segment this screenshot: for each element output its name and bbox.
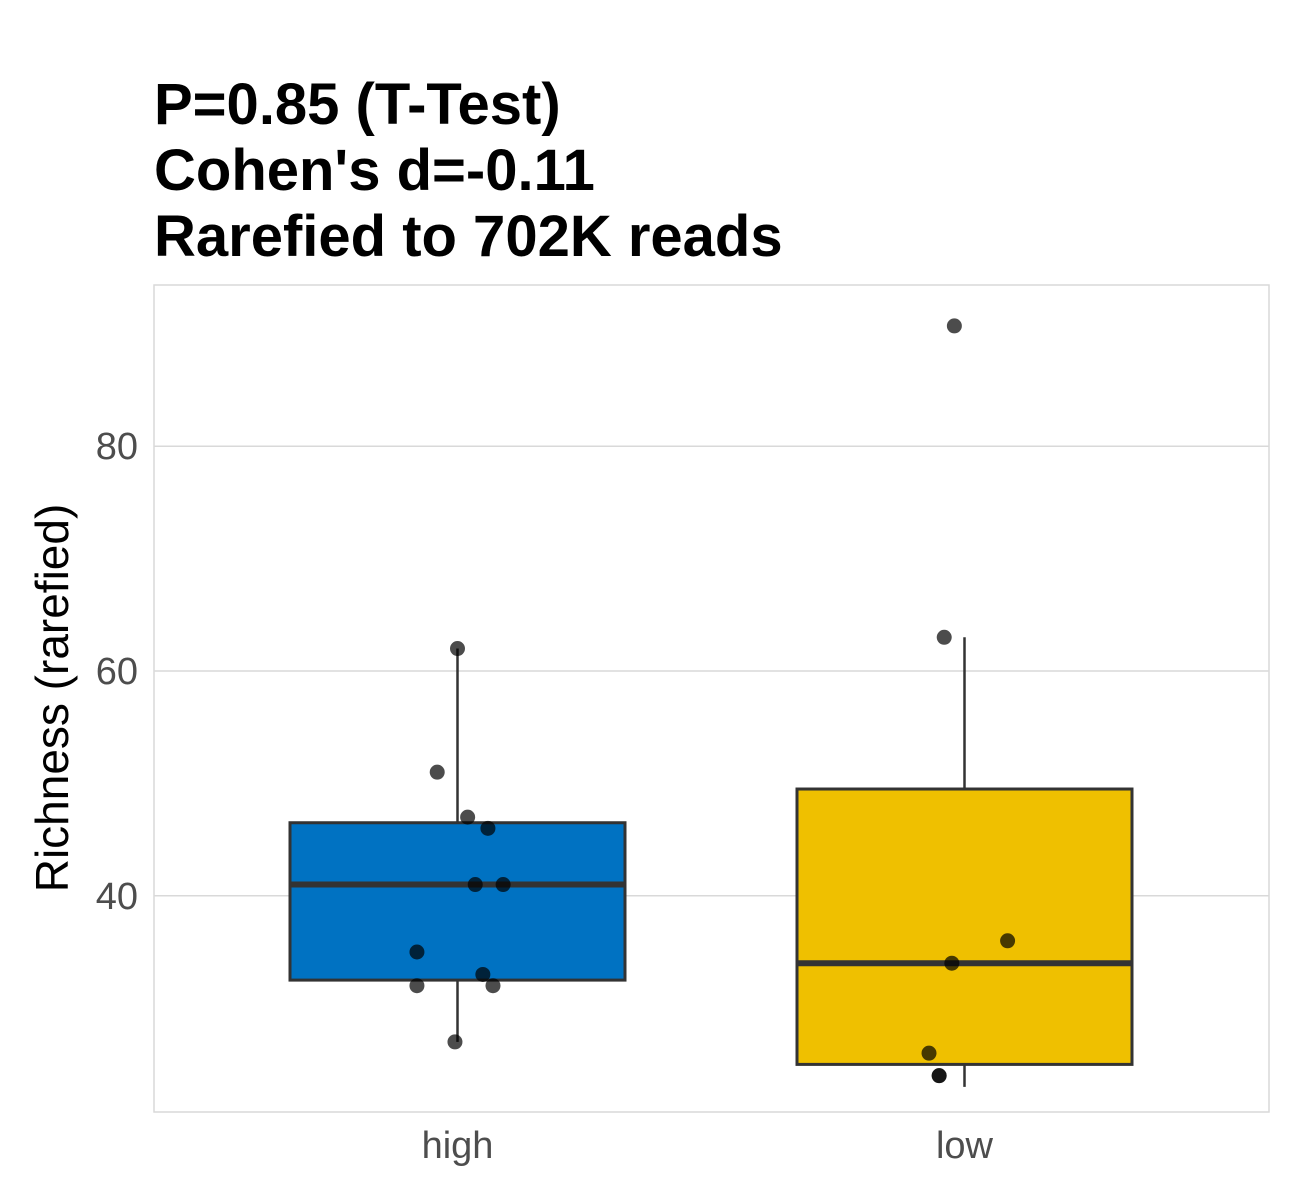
point-high-4 <box>467 877 483 893</box>
point-high-8 <box>409 978 425 994</box>
title-line-3: Rarefied to 702K reads <box>154 204 783 269</box>
boxes <box>288 637 1134 1087</box>
point-low-3 <box>944 955 960 971</box>
y-tick-label-40: 40 <box>96 876 138 918</box>
data-points <box>409 318 1016 1084</box>
point-high-10 <box>447 1034 463 1050</box>
point-high-1 <box>429 764 445 780</box>
y-axis-title: Richness (rarefied) <box>26 504 78 893</box>
chart-title: P=0.85 (T-Test) Cohen's d=-0.11 Rarefied… <box>154 72 783 270</box>
box-body-low <box>795 787 1134 1066</box>
point-low-1 <box>936 629 952 645</box>
title-line-2: Cohen's d=-0.11 <box>154 138 595 203</box>
y-axis-ticks: 40 60 80 <box>96 426 138 918</box>
y-tick-label-80: 80 <box>96 426 138 468</box>
point-high-0 <box>450 641 465 657</box>
point-high-3 <box>480 820 496 836</box>
x-tick-label-low: low <box>936 1125 994 1167</box>
point-high-7 <box>475 966 491 982</box>
box-body-high <box>288 821 627 982</box>
box-low <box>795 637 1134 1087</box>
point-low-6 <box>931 1068 947 1084</box>
point-high-6 <box>409 944 425 960</box>
y-tick-label-60: 60 <box>96 651 138 693</box>
x-axis-ticks: high low <box>422 1125 994 1167</box>
box-high <box>288 648 627 1042</box>
x-tick-label-high: high <box>422 1125 494 1167</box>
point-high-5 <box>495 877 511 893</box>
title-line-1: P=0.85 (T-Test) <box>154 72 561 137</box>
point-low-4 <box>921 1045 937 1061</box>
point-high-2 <box>460 809 476 825</box>
point-low-2 <box>1000 933 1016 949</box>
point-low-0 <box>946 318 962 334</box>
point-high-9 <box>485 978 501 994</box>
